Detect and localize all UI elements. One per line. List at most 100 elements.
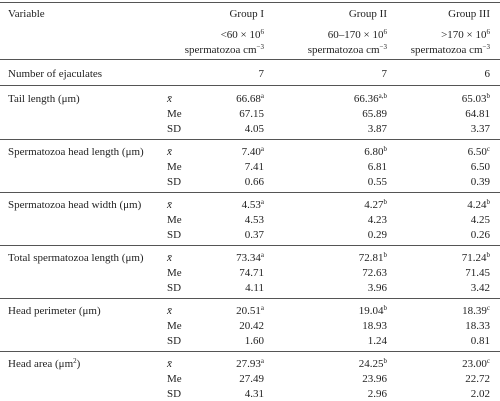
value-cell: 0.55	[368, 176, 387, 189]
value: 73.34	[236, 252, 261, 264]
value: 72.81	[358, 252, 384, 264]
value: 18.39	[462, 305, 487, 317]
value-cell: 0.81	[471, 335, 490, 348]
value-cell: 4.23	[368, 214, 387, 227]
stat: Me	[167, 161, 182, 173]
stat-label: x̄	[167, 93, 172, 106]
exponent: 6	[486, 28, 491, 36]
value-cell: 4.25	[471, 214, 490, 227]
exponent: −3	[256, 43, 264, 51]
value: 7.41	[244, 161, 264, 173]
stat: Me	[167, 214, 182, 226]
stat: SD	[167, 282, 182, 294]
value-cell: 3.87	[368, 123, 387, 136]
value-cell: 0.26	[471, 229, 490, 242]
stat: Me	[167, 320, 182, 332]
stat-label: x̄	[167, 305, 172, 318]
rule-line	[0, 59, 500, 60]
value-cell: 4.31	[245, 388, 264, 401]
value-cell: 67.15	[239, 108, 264, 121]
value-cell: 64.81	[465, 108, 490, 121]
value: 18.33	[465, 320, 490, 332]
value-cell: 71.45	[465, 267, 490, 280]
rule-line	[0, 85, 500, 86]
variable-name: Tail length (μm)	[8, 93, 80, 106]
value-cell: 66.68a	[236, 93, 264, 106]
stat-label: Me	[167, 108, 182, 121]
value: 23.00	[462, 358, 487, 370]
value: 1.60	[244, 335, 264, 347]
unit: spermatozoa cm	[410, 44, 483, 56]
significance: c	[486, 145, 490, 153]
value-cell: 18.93	[362, 320, 387, 333]
value-cell: 27.49	[239, 373, 264, 386]
value-cell: 0.29	[368, 229, 387, 242]
value: 0.37	[244, 229, 264, 241]
value: 3.96	[367, 282, 387, 294]
significance: a	[260, 251, 264, 259]
rule-line	[0, 245, 500, 246]
value: 65.03	[461, 93, 487, 105]
value: 4.27	[364, 199, 384, 211]
value: 3.37	[470, 123, 490, 135]
stat: SD	[167, 388, 182, 400]
value-cell: 6.50c	[468, 146, 490, 159]
value: 1.24	[367, 335, 387, 347]
name: Total spermatozoa length (μm)	[8, 252, 144, 264]
significance: c	[486, 357, 490, 365]
value: 6	[484, 68, 491, 80]
value: 72.63	[362, 267, 387, 279]
rule-line	[0, 2, 500, 3]
value-cell: 1.24	[368, 335, 387, 348]
name: Spermatozoa head width (μm)	[8, 199, 142, 211]
significance: b	[383, 198, 388, 206]
value: 23.96	[362, 373, 387, 385]
stat-label: Me	[167, 214, 182, 227]
value-cell: 72.81b	[359, 252, 387, 265]
value: 0.29	[367, 229, 387, 241]
value: 24.25	[358, 358, 384, 370]
header-text: Group I	[229, 8, 264, 20]
value-cell: 74.71	[239, 267, 264, 280]
rule-line	[0, 351, 500, 352]
name: Head area (μm	[8, 358, 74, 370]
value: 67.15	[239, 108, 264, 120]
header-cell: Group I	[229, 8, 264, 21]
value-cell: 4.27b	[364, 199, 387, 212]
value: 27.93	[236, 358, 261, 370]
value: 0.26	[470, 229, 490, 241]
name: Tail length (μm)	[8, 93, 80, 105]
value: 64.81	[465, 108, 490, 120]
value-cell: 0.66	[245, 176, 264, 189]
value-cell: 4.53a	[242, 199, 264, 212]
stat: x̄	[167, 146, 172, 158]
value-cell: 7.40a	[242, 146, 264, 159]
label: Number of ejaculates	[8, 68, 103, 80]
stat-label: x̄	[167, 199, 172, 212]
value-cell: 23.96	[362, 373, 387, 386]
significance: a	[260, 198, 264, 206]
row-label: Number of ejaculates	[8, 68, 102, 81]
variable-name: Total spermatozoa length (μm)	[8, 252, 144, 265]
value: 6.50	[467, 146, 487, 158]
subheader-cell: spermatozoa cm−3	[185, 44, 264, 57]
subheader-cell: <60 × 106	[221, 29, 264, 42]
value-cell: 3.42	[471, 282, 490, 295]
value: 71.45	[465, 267, 490, 279]
value: 4.23	[367, 214, 387, 226]
significance: b	[486, 198, 491, 206]
stat: x̄	[167, 252, 172, 264]
value: 6.80	[364, 146, 384, 158]
value: 4.11	[245, 282, 264, 294]
stat-label: SD	[167, 229, 181, 242]
significance: b	[486, 92, 491, 100]
value-cell: 18.39c	[462, 305, 490, 318]
subheader-cell: spermatozoa cm−3	[411, 44, 490, 57]
value: 66.36	[353, 93, 379, 105]
significance: b	[383, 145, 388, 153]
stat-label: SD	[167, 335, 181, 348]
value-cell: 6.80b	[364, 146, 387, 159]
header-text: Group III	[448, 8, 490, 20]
stat: SD	[167, 335, 182, 347]
value-cell: 2.96	[368, 388, 387, 401]
